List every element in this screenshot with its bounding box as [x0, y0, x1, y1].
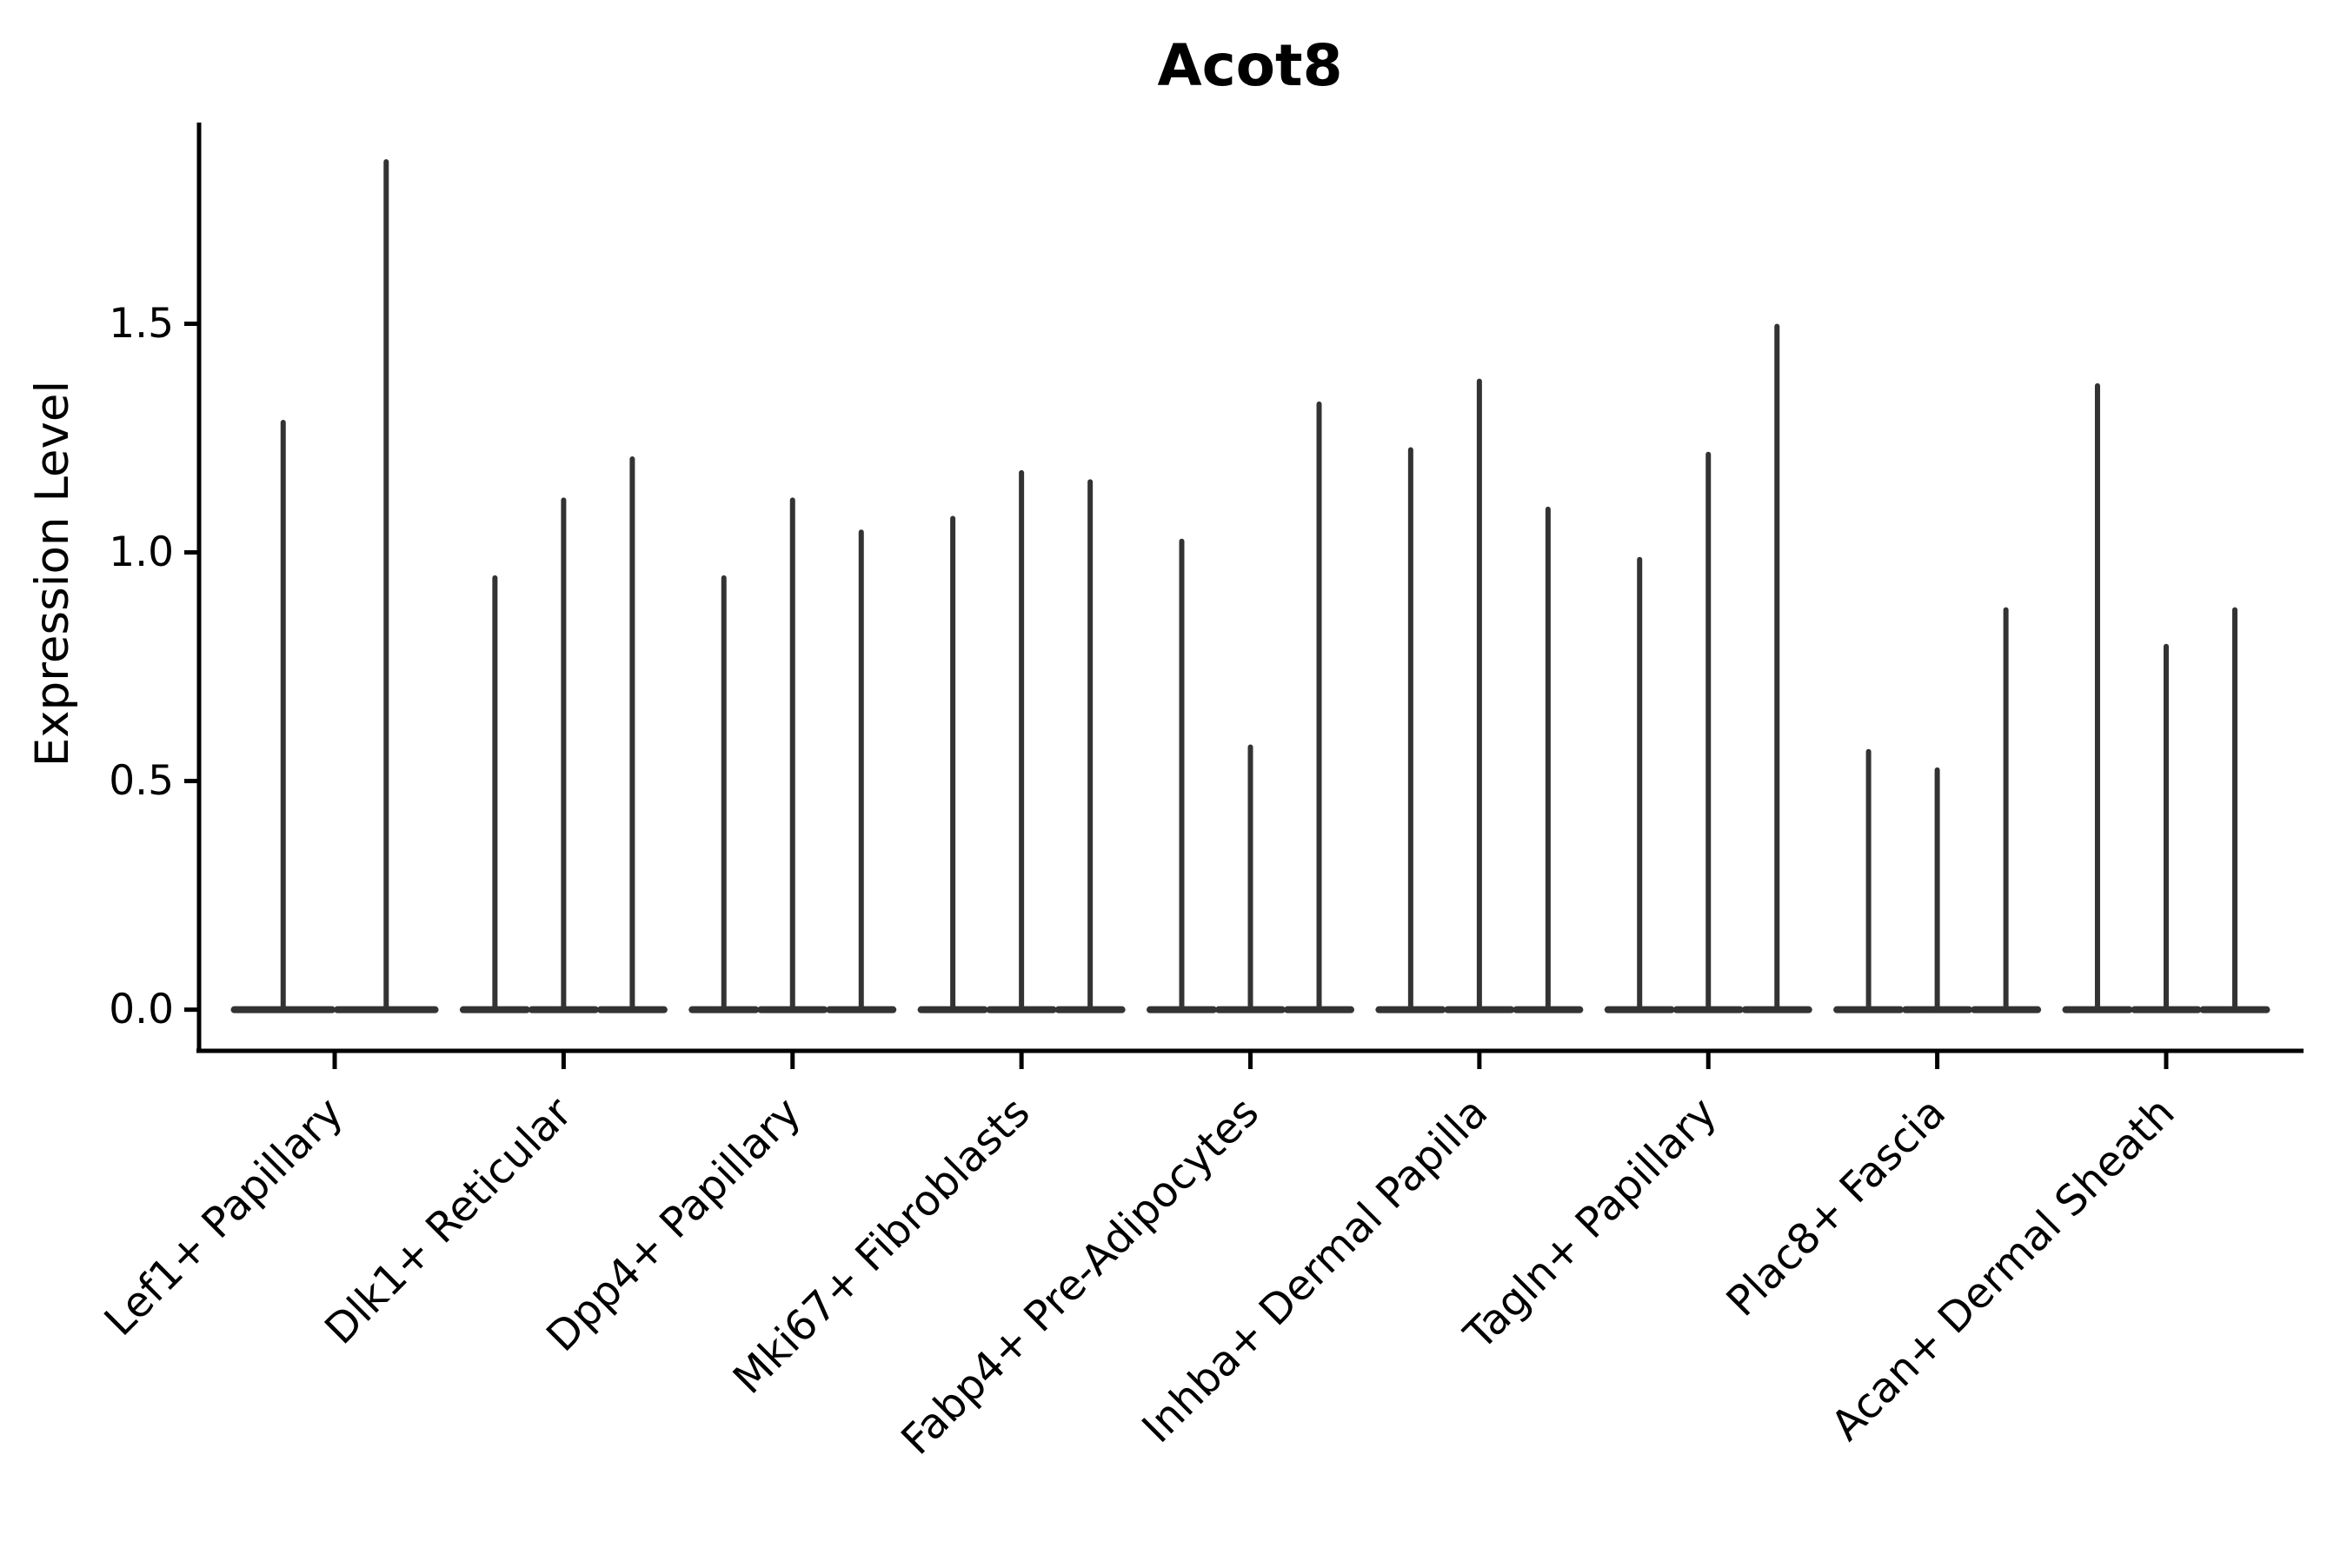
x-category-label: Dlk1+ Reticular [316, 1088, 582, 1354]
x-category-label: Tagln+ Papillary [1454, 1088, 1725, 1359]
x-category-label: Plac8+ Fascia [1718, 1088, 1956, 1326]
y-tick-label: 1.0 [109, 528, 174, 576]
y-tick-label: 1.5 [109, 300, 174, 348]
x-category-label: Lef1+ Papillary [96, 1088, 353, 1345]
x-category-label: Dpp4+ Papillary [537, 1088, 810, 1361]
chart-title: Acot8 [1157, 32, 1342, 99]
y-tick-label: 0.0 [109, 986, 174, 1033]
y-axis-label: Expression Level [26, 381, 79, 767]
y-tick-label: 0.5 [109, 757, 174, 805]
